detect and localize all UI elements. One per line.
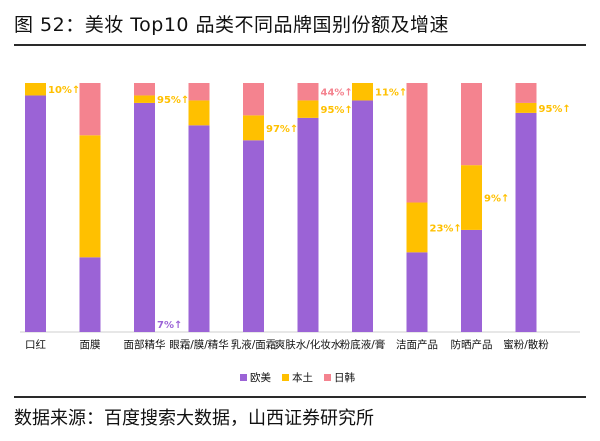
- bar-乳液-面霜-欧美: [243, 140, 264, 332]
- x-tick-label: 蜜粉/散粉: [503, 338, 549, 351]
- bar-乳液-面霜-日韩: [243, 83, 264, 116]
- x-tick-label: 防晒产品: [451, 338, 493, 351]
- data-label: 44%↑: [321, 88, 353, 99]
- data-label: 97%↑: [266, 124, 298, 135]
- bar-面部精华-本土: [134, 95, 155, 103]
- bar-粉底液-膏-欧美: [352, 100, 373, 333]
- bar-防晒产品-日韩: [461, 83, 482, 166]
- x-tick-label: 洁面产品: [396, 338, 438, 351]
- bar-group: [25, 83, 537, 333]
- bar-面膜-本土: [79, 135, 101, 258]
- data-label: 95%↑: [321, 105, 353, 116]
- bar-防晒产品-欧美: [461, 229, 482, 332]
- legend-label: 欧美: [250, 371, 271, 384]
- figure-source: 数据来源：百度搜索大数据，山西证券研究所: [14, 408, 374, 429]
- bar-洁面产品-日韩: [406, 83, 428, 203]
- bar-粉底液-膏-本土: [352, 83, 373, 101]
- bar-蜜粉-散粉-本土: [515, 102, 537, 113]
- bar-爽肤水-化妆水-本土: [297, 100, 319, 118]
- bar-眼霜-膜-精华-本土: [188, 100, 210, 126]
- bar-防晒产品-本土: [461, 165, 482, 230]
- bar-面部精华-欧美: [134, 102, 155, 332]
- bar-洁面产品-本土: [406, 202, 428, 253]
- bar-口红-本土: [25, 83, 46, 96]
- chart-legend: 欧美 本土 日韩: [240, 371, 355, 384]
- bar-面膜-欧美: [79, 257, 101, 332]
- legend-swatch: [282, 374, 289, 381]
- x-tick-label: 粉底液/膏: [340, 338, 386, 351]
- bar-蜜粉-散粉-日韩: [515, 83, 537, 103]
- x-tick-label: 面膜: [80, 339, 101, 351]
- legend-swatch: [240, 374, 247, 381]
- x-tick-label: 乳液/面霜: [231, 338, 277, 351]
- legend-label: 日韩: [334, 371, 355, 384]
- bar-洁面产品-欧美: [406, 252, 428, 332]
- x-tick-label: 眼霜/膜/精华: [169, 338, 229, 351]
- data-label: 95%↑: [539, 104, 571, 115]
- bar-蜜粉-散粉-欧美: [515, 112, 537, 332]
- bar-面膜-日韩: [79, 83, 101, 136]
- bar-面部精华-日韩: [134, 83, 155, 96]
- data-labels: 10%↑ 95%↑ 7%↑ 97%↑ 44%↑ 95%↑ 11%↑ 23%↑ 9%↑ 95%↑: [48, 85, 571, 331]
- bar-眼霜-膜-精华-欧美: [188, 125, 210, 332]
- x-tick-label: 口红: [25, 338, 46, 351]
- data-label: 23%↑: [430, 223, 462, 234]
- source-divider: [14, 396, 586, 398]
- legend-swatch: [324, 374, 331, 381]
- legend-label: 本土: [292, 371, 313, 384]
- bar-爽肤水-化妆水-日韩: [297, 83, 319, 101]
- data-label: 9%↑: [484, 194, 509, 205]
- bar-口红-欧美: [25, 95, 46, 332]
- title-divider: [14, 44, 586, 46]
- data-label: 11%↑: [375, 88, 407, 99]
- x-tick-label: 爽肤水/化妆水: [275, 338, 342, 351]
- data-label: 7%↑: [157, 320, 182, 331]
- x-tick-label: 面部精华: [124, 338, 166, 351]
- data-label: 10%↑: [48, 85, 80, 96]
- figure-title: 图 52：美妆 Top10 品类不同品牌国别份额及增速: [14, 14, 450, 36]
- bar-眼霜-膜-精华-日韩: [188, 83, 210, 101]
- data-label: 95%↑: [157, 95, 189, 106]
- bar-爽肤水-化妆水-欧美: [297, 117, 319, 332]
- bar-乳液-面霜-本土: [243, 115, 264, 141]
